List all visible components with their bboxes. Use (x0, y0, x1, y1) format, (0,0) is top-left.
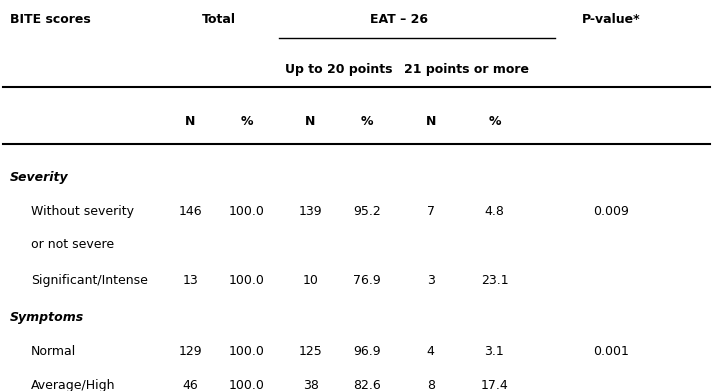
Text: 8: 8 (427, 379, 435, 391)
Text: 100.0: 100.0 (229, 345, 265, 358)
Text: 129: 129 (178, 345, 202, 358)
Text: 146: 146 (178, 205, 202, 219)
Text: 13: 13 (183, 274, 198, 287)
Text: 96.9: 96.9 (354, 345, 381, 358)
Text: 4: 4 (427, 345, 435, 358)
Text: 100.0: 100.0 (229, 205, 265, 219)
Text: N: N (305, 115, 316, 127)
Text: P-value*: P-value* (582, 13, 640, 25)
Text: %: % (240, 115, 253, 127)
Text: Without severity: Without severity (31, 205, 134, 219)
Text: 21 points or more: 21 points or more (404, 63, 528, 76)
Text: 23.1: 23.1 (481, 274, 508, 287)
Text: 100.0: 100.0 (229, 274, 265, 287)
Text: 125: 125 (299, 345, 322, 358)
Text: or not severe: or not severe (31, 238, 114, 251)
Text: Average/High: Average/High (31, 379, 116, 391)
Text: Significant/Intense: Significant/Intense (31, 274, 148, 287)
Text: 3.1: 3.1 (485, 345, 504, 358)
Text: 3: 3 (427, 274, 435, 287)
Text: Total: Total (202, 13, 235, 25)
Text: Symptoms: Symptoms (10, 311, 84, 324)
Text: 100.0: 100.0 (229, 379, 265, 391)
Text: Normal: Normal (31, 345, 76, 358)
Text: 95.2: 95.2 (353, 205, 381, 219)
Text: 38: 38 (302, 379, 319, 391)
Text: %: % (361, 115, 374, 127)
Text: N: N (426, 115, 436, 127)
Text: 17.4: 17.4 (481, 379, 508, 391)
Text: N: N (185, 115, 195, 127)
Text: BITE scores: BITE scores (10, 13, 91, 25)
Text: 76.9: 76.9 (353, 274, 381, 287)
Text: 7: 7 (427, 205, 435, 219)
Text: 82.6: 82.6 (353, 379, 381, 391)
Text: 10: 10 (302, 274, 319, 287)
Text: %: % (488, 115, 501, 127)
Text: Up to 20 points: Up to 20 points (285, 63, 393, 76)
Text: 0.009: 0.009 (593, 205, 629, 219)
Text: 0.001: 0.001 (593, 345, 629, 358)
Text: 4.8: 4.8 (485, 205, 504, 219)
Text: EAT – 26: EAT – 26 (370, 13, 428, 25)
Text: Severity: Severity (10, 171, 68, 185)
Text: 46: 46 (183, 379, 198, 391)
Text: 139: 139 (299, 205, 322, 219)
